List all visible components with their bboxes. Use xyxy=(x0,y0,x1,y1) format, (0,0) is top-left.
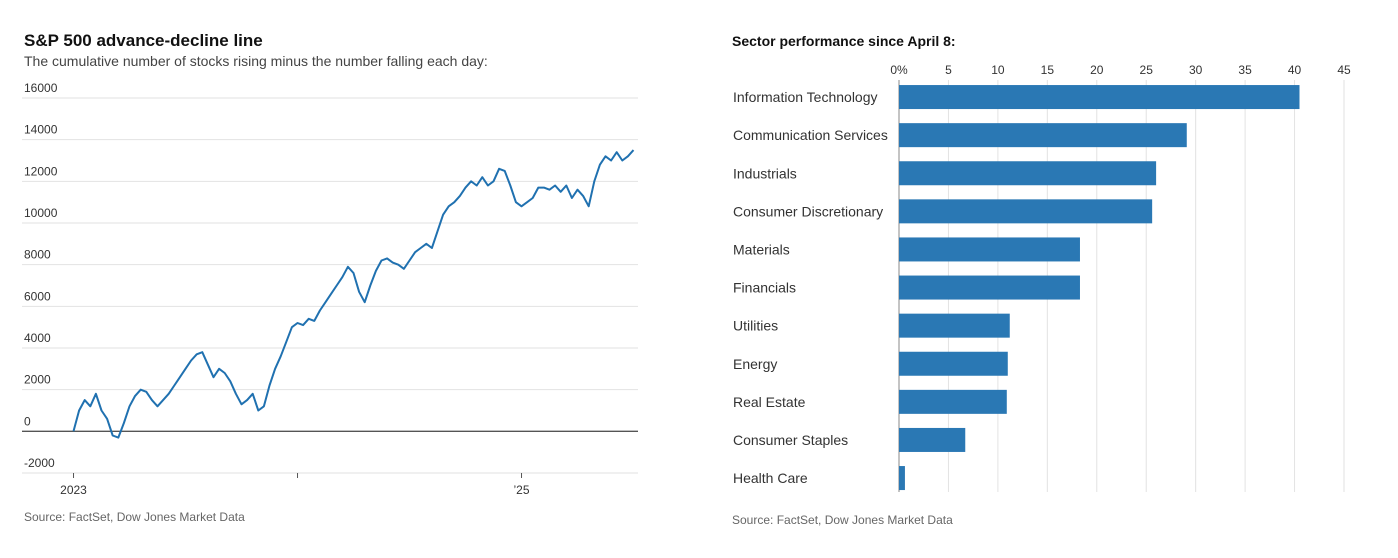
bar xyxy=(899,237,1080,262)
y-tick-label: 8000 xyxy=(24,248,51,262)
category-label: Consumer Discretionary xyxy=(733,203,883,219)
x-tick-label: 25 xyxy=(1140,63,1154,77)
chart-subtitle: The cumulative number of stocks rising m… xyxy=(24,53,488,69)
bar xyxy=(899,123,1187,148)
bar xyxy=(899,199,1153,224)
category-label: Information Technology xyxy=(733,89,878,105)
bar xyxy=(899,389,1007,414)
y-tick-label: 2000 xyxy=(24,373,51,387)
data-line xyxy=(72,149,635,439)
category-label: Health Care xyxy=(733,470,808,486)
bar xyxy=(899,427,966,452)
y-tick-label: 16000 xyxy=(24,81,58,95)
bar xyxy=(899,466,905,491)
x-tick-label: 35 xyxy=(1238,63,1252,77)
category-label: Financials xyxy=(733,280,796,296)
source: Source: FactSet, Dow Jones Market Data xyxy=(732,513,953,527)
x-tick-label: 20 xyxy=(1090,63,1104,77)
bar xyxy=(899,275,1080,300)
y-tick-label: 14000 xyxy=(24,123,58,137)
category-label: Consumer Staples xyxy=(733,432,848,448)
x-tick-label: 2023 xyxy=(60,483,87,497)
bar xyxy=(899,313,1010,338)
chart-title: Sector performance since April 8: xyxy=(732,33,956,49)
source: Source: FactSet, Dow Jones Market Data xyxy=(24,510,245,524)
bar xyxy=(899,161,1157,186)
category-label: Utilities xyxy=(733,318,778,334)
bar xyxy=(899,351,1008,376)
x-tick-label: 15 xyxy=(1041,63,1055,77)
y-tick-label: -2000 xyxy=(24,456,55,470)
category-label: Real Estate xyxy=(733,394,806,410)
y-tick-label: 4000 xyxy=(24,331,51,345)
category-label: Materials xyxy=(733,241,790,257)
y-tick-label: 10000 xyxy=(24,206,58,220)
category-label: Industrials xyxy=(733,165,797,181)
category-label: Energy xyxy=(733,356,777,372)
bar xyxy=(899,85,1300,110)
y-tick-label: 0 xyxy=(24,414,31,428)
x-tick-label: 40 xyxy=(1288,63,1302,77)
category-label: Communication Services xyxy=(733,127,888,143)
x-tick-label: 45 xyxy=(1337,63,1351,77)
x-tick-label: 10 xyxy=(991,63,1005,77)
x-tick-label: ’25 xyxy=(514,483,530,497)
chart-title: S&P 500 advance-decline line xyxy=(24,31,263,50)
y-tick-label: 12000 xyxy=(24,164,58,178)
y-tick-label: 6000 xyxy=(24,289,51,303)
x-tick-label: 5 xyxy=(945,63,952,77)
x-tick-label: 0% xyxy=(890,63,908,77)
x-tick-label: 30 xyxy=(1189,63,1203,77)
